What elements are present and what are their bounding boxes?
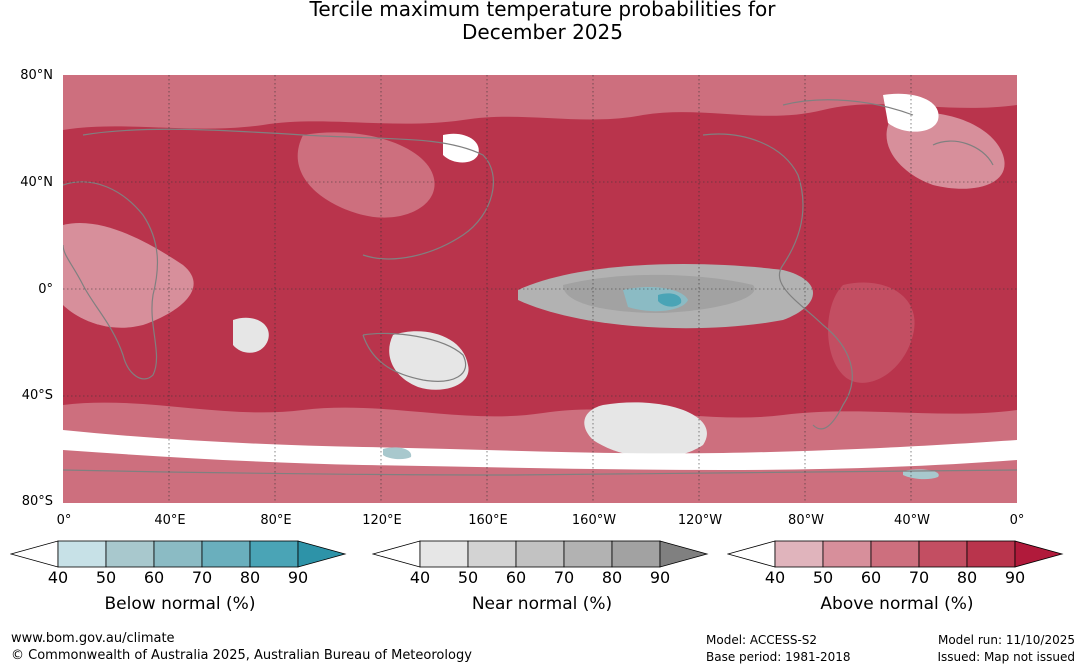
lat-label-80s: 80°S	[21, 494, 53, 509]
above-colorbar-segment	[822, 540, 872, 568]
below-tick-60: 60	[143, 568, 165, 587]
near-normal-title: Near normal (%)	[471, 594, 613, 614]
issued-status: Issued: Map not issued	[937, 650, 1075, 664]
below-colorbar-segment	[105, 540, 155, 568]
base-period: Base period: 1981-2018	[706, 650, 851, 664]
near-tick-40: 40	[409, 568, 431, 587]
lat-label-40n: 40°N	[20, 175, 53, 190]
near-tick-80: 80	[601, 568, 623, 587]
lon-label-40w: 40°W	[894, 513, 930, 528]
near-colorbar-segment	[515, 540, 565, 568]
lon-label-0-east: 0°	[1009, 513, 1025, 528]
below-colorbar-segment	[201, 540, 251, 568]
below-tick-50: 50	[95, 568, 117, 587]
above-colorbar-high-arrow	[1014, 540, 1064, 568]
below-colorbar-segment	[153, 540, 203, 568]
lon-label-160w: 160°W	[571, 513, 617, 528]
graticule	[63, 75, 1017, 503]
near-tick-50: 50	[457, 568, 479, 587]
above-tick-70: 70	[908, 568, 930, 587]
above-normal-colorbar	[727, 540, 1064, 568]
below-colorbar-low-arrow	[10, 540, 59, 568]
near-tick-60: 60	[505, 568, 527, 587]
map-svg	[63, 75, 1017, 503]
map-title-line2: December 2025	[462, 20, 623, 44]
above-colorbar-low-arrow	[727, 540, 776, 568]
near-colorbar-segment	[467, 540, 517, 568]
near-normal-colorbar	[372, 540, 709, 568]
above-tick-40: 40	[764, 568, 786, 587]
lon-label-160e: 160°E	[468, 513, 508, 528]
lon-label-80e: 80°E	[260, 513, 292, 528]
model-name: Model: ACCESS-S2	[706, 633, 818, 647]
model-run: Model run: 11/10/2025	[937, 633, 1075, 647]
below-normal-colorbar	[10, 540, 347, 568]
lat-label-0: 0°	[38, 282, 53, 297]
probability-map	[63, 75, 1017, 503]
copyright-notice: © Commonwealth of Australia 2025, Austra…	[11, 648, 472, 663]
below-tick-90: 90	[287, 568, 309, 587]
near-colorbar-low-arrow	[372, 540, 421, 568]
near-colorbar-segment	[419, 540, 469, 568]
below-colorbar-segment	[249, 540, 299, 568]
above-colorbar-segment	[918, 540, 968, 568]
above-colorbar-segment	[870, 540, 920, 568]
lon-label-80w: 80°W	[788, 513, 824, 528]
below-colorbar-segment	[57, 540, 107, 568]
lon-label-120e: 120°E	[362, 513, 402, 528]
below-tick-70: 70	[191, 568, 213, 587]
lat-label-40s: 40°S	[21, 388, 53, 403]
website-url: www.bom.gov.au/climate	[11, 631, 175, 646]
near-colorbar-high-arrow	[659, 540, 709, 568]
below-tick-40: 40	[47, 568, 69, 587]
below-normal-title: Below normal (%)	[104, 594, 256, 614]
lon-label-0: 0°	[56, 513, 72, 528]
above-tick-80: 80	[956, 568, 978, 587]
above-normal-title: Above normal (%)	[820, 594, 974, 614]
near-colorbar-segment	[611, 540, 661, 568]
near-colorbar-segment	[563, 540, 613, 568]
below-colorbar-high-arrow	[297, 540, 347, 568]
above-tick-90: 90	[1004, 568, 1026, 587]
below-tick-80: 80	[239, 568, 261, 587]
near-tick-90: 90	[649, 568, 671, 587]
map-title-line1: Tercile maximum temperature probabilitie…	[309, 0, 776, 21]
above-colorbar-segment	[774, 540, 824, 568]
below-normal-patches	[383, 286, 939, 480]
lon-label-40e: 40°E	[154, 513, 186, 528]
near-tick-70: 70	[553, 568, 575, 587]
above-colorbar-segment	[966, 540, 1016, 568]
lat-label-80n: 80°N	[20, 68, 53, 83]
lon-label-120w: 120°W	[677, 513, 723, 528]
above-tick-50: 50	[812, 568, 834, 587]
above-tick-60: 60	[860, 568, 882, 587]
